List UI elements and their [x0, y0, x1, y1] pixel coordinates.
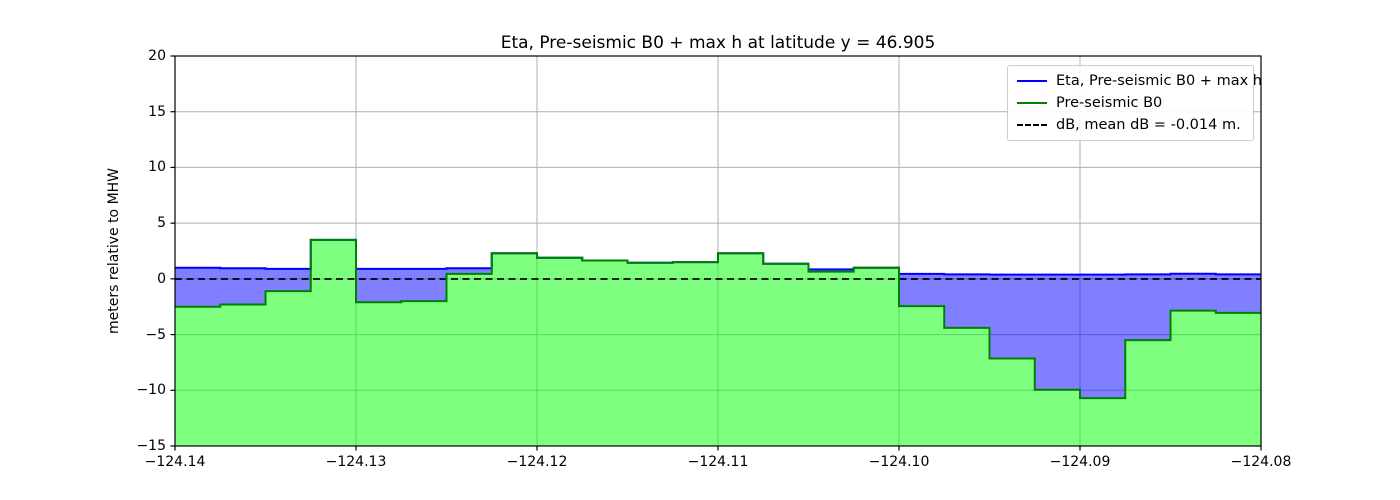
legend-label-eta: Eta, Pre-seismic B0 + max h [1056, 73, 1262, 89]
legend-item-db: dB, mean dB = -0.014 m. [1017, 115, 1244, 135]
x-tick-label: −124.10 [868, 454, 930, 470]
x-tick-label: −124.13 [325, 454, 387, 470]
chart-title: Eta, Pre-seismic B0 + max h at latitude … [500, 33, 936, 53]
x-tick-label: −124.08 [1230, 454, 1292, 470]
y-axis-label: meters relative to MHW [106, 167, 122, 335]
y-tick-label: 15 [148, 103, 166, 120]
y-tick-label: 20 [148, 48, 166, 64]
legend-label-b0: Pre-seismic B0 [1056, 95, 1163, 111]
legend-line-db [1017, 124, 1047, 126]
y-tick-label: −15 [136, 438, 166, 454]
x-tick-label: −124.09 [1049, 454, 1111, 470]
legend-item-b0: Pre-seismic B0 [1017, 93, 1244, 113]
y-tick-label: 0 [157, 270, 166, 287]
legend-line-b0 [1017, 102, 1047, 104]
b0-line [175, 238, 1261, 400]
y-tick-label: −10 [136, 382, 166, 399]
y-tick-label: 10 [148, 159, 166, 176]
x-tick-label: −124.14 [144, 454, 206, 470]
legend: Eta, Pre-seismic B0 + max h Pre-seismic … [1007, 65, 1262, 141]
legend-line-eta [1017, 80, 1047, 82]
y-tick-label: −5 [145, 326, 166, 343]
y-tick-label: 5 [157, 215, 166, 232]
x-tick-label: −124.12 [506, 454, 568, 470]
x-tick-label: −124.11 [687, 454, 749, 470]
legend-item-eta: Eta, Pre-seismic B0 + max h [1017, 71, 1262, 91]
legend-label-db: dB, mean dB = -0.014 m. [1056, 117, 1241, 133]
